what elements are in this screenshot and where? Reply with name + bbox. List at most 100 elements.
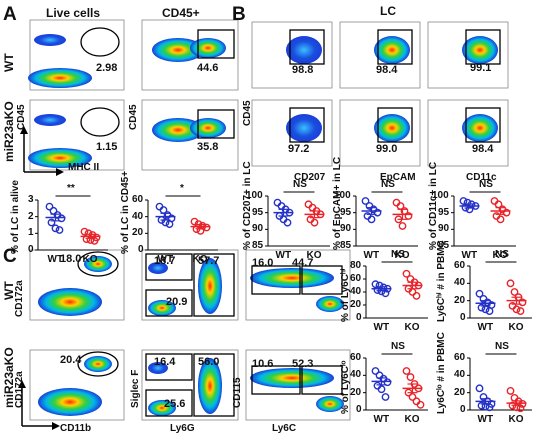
gate-rect xyxy=(465,29,501,65)
chart-b-cd11c-tick-label: 100 xyxy=(432,190,449,201)
chart-c-ly6clo-count-point xyxy=(479,393,488,401)
header-cd45-positive: CD45+ xyxy=(162,6,200,20)
density-blob xyxy=(148,400,176,416)
chart-c-ly6chi-tick-label: 20 xyxy=(350,299,362,310)
chart-c-ly6chi-tick-label: 80 xyxy=(350,260,362,271)
gate-c-ko-ly6g-3: 25.6 xyxy=(164,398,186,410)
y-label-cd115: CD115 xyxy=(232,377,243,408)
gate-rect xyxy=(193,253,235,317)
chart-c-ly6clo-point xyxy=(371,367,380,375)
chart-c-ly6clo-point xyxy=(381,393,390,401)
chart-a-cd45-point xyxy=(165,220,174,229)
chart-a-alive-tick-label: 1 xyxy=(28,227,34,239)
gate-c-ko-ly6c-2: 52.3 xyxy=(292,358,314,370)
arrow-head-y xyxy=(20,126,28,134)
chart-a-cd45-tick-label: 0 xyxy=(138,244,144,255)
chart-c-ly6clo-count-tick-label: 20 xyxy=(454,386,466,398)
density-blob xyxy=(148,300,176,316)
chart-c-ly6chi-count-point xyxy=(516,307,525,315)
density-blob xyxy=(152,38,204,62)
density-blob xyxy=(38,288,102,316)
y-label-cd172a-ko: CD172a xyxy=(14,371,25,408)
chart-c-ly6chi-point xyxy=(381,289,390,298)
chart-c-ly6chi-count-point xyxy=(506,279,515,288)
gate-rect xyxy=(377,29,413,65)
chart-c-ly6clo-count-point xyxy=(518,400,527,408)
gate-c-wt-cd11b: 18.0 xyxy=(60,253,82,265)
chart-c-ly6clo-count-sig-label: NS xyxy=(495,341,509,352)
chart-b-cd11c-point xyxy=(459,197,468,205)
gate-rect xyxy=(145,289,193,317)
chart-b-cd207-tick-label: 90 xyxy=(252,223,264,235)
density-blob xyxy=(316,296,344,312)
chart-a-alive-tick-label: 0 xyxy=(28,244,34,255)
chart-b-cd207-sig-label: NS xyxy=(293,179,307,190)
chart-c-ly6clo-point xyxy=(408,393,417,401)
chart-b-epcam-group-label: KO xyxy=(394,250,410,261)
chart-a-alive-group-label: WT xyxy=(47,254,64,265)
chart-b-epcam-point xyxy=(361,197,370,205)
y-label-cd172a-wt: CD172a xyxy=(14,280,25,317)
chart-c-ly6chi-point xyxy=(412,291,421,300)
chart-b-cd11c-point xyxy=(502,208,511,217)
gate-a-ko-live: 1.15 xyxy=(96,141,118,153)
density-blob xyxy=(250,368,334,388)
gate-c-wt-ly6g-3: 20.9 xyxy=(166,296,188,308)
chart-c-ly6chi-tick-label: 40 xyxy=(350,286,362,297)
chart-c-ly6chi-tick-label: 60 xyxy=(350,273,362,284)
chart-a-alive-tick-label: 2 xyxy=(28,210,34,222)
panel-letter-a: A xyxy=(3,4,17,25)
chart-c-ly6clo-count-ylabel: Ly6Cˡᵒ # in PBMC xyxy=(436,332,447,414)
chart-a-cd45-tick-label: 60 xyxy=(132,194,144,205)
chart-c-ly6chi-count-point xyxy=(481,305,490,314)
chart-c-ly6chi-count-point xyxy=(512,305,521,314)
gate-rect xyxy=(301,365,343,395)
density-blob xyxy=(84,356,112,372)
chart-c-ly6clo-ylabel: % of Ly6Cˡᵒ xyxy=(340,360,351,414)
chart-b-epcam-tick-label: 85 xyxy=(340,240,352,251)
chart-c-ly6chi-group-label: KO xyxy=(404,322,420,333)
chart-a-cd45-point xyxy=(202,223,211,232)
chart-c-ly6clo-point xyxy=(402,367,411,375)
density-blob xyxy=(190,118,226,138)
chart-c-ly6clo-sig-label: NS xyxy=(391,341,405,352)
gate-c-ko-ly6g-1: 16.4 xyxy=(154,356,176,368)
arrow-head-x-c xyxy=(52,422,60,430)
chart-a-alive-tick-label: 3 xyxy=(28,194,34,205)
x-label-epcam: EpCAM xyxy=(380,172,416,183)
chart-b-cd207-point xyxy=(310,218,319,227)
chart-b-epcam-ylabel: % of EpCAM+ in LC xyxy=(332,156,343,250)
gate-b-ko-cd207: 97.2 xyxy=(288,143,310,155)
gate-b-wt-cd207: 98.8 xyxy=(292,64,314,76)
chart-b-cd207-tick-label: 85 xyxy=(252,240,264,251)
panel-letter-b: B xyxy=(232,4,246,25)
chart-b-epcam-group-label: WT xyxy=(363,250,380,261)
density-blob xyxy=(34,114,66,126)
chart-a-alive-point xyxy=(80,227,89,236)
arrow-head-y-c xyxy=(18,380,26,388)
x-label-ly6g: Ly6G xyxy=(170,423,195,434)
chart-c-ly6clo-tick-label: 40 xyxy=(350,369,362,381)
y-label-cd45-b: CD45 xyxy=(242,100,253,126)
chart-c-ly6clo-count-tick-label: 40 xyxy=(454,369,466,381)
gate-rect xyxy=(251,265,301,295)
chart-a-alive-point xyxy=(47,218,56,227)
density-blob xyxy=(462,114,498,142)
chart-a-alive-point xyxy=(51,224,60,233)
gate-rect xyxy=(377,107,413,143)
chart-a-alive-point xyxy=(90,236,99,245)
density-blob xyxy=(148,362,168,374)
gate-ellipse xyxy=(77,251,119,277)
x-label-cd11b: CD11b xyxy=(60,423,92,434)
chart-a-cd45-group-label: WT xyxy=(157,254,174,265)
gate-rect xyxy=(145,389,193,417)
chart-a-alive-sig-label: ** xyxy=(67,183,75,194)
gate-c-wt-ly6c-1: 16.0 xyxy=(252,257,274,269)
chart-a-cd45-ylabel: % of LC in CD45+ xyxy=(120,170,131,254)
chart-b-epcam-tick-label: 90 xyxy=(340,223,352,235)
gate-a-wt-cd45: 44.6 xyxy=(197,62,219,74)
chart-b-cd11c-group-label: WT xyxy=(461,250,478,261)
gate-rect xyxy=(289,29,325,65)
